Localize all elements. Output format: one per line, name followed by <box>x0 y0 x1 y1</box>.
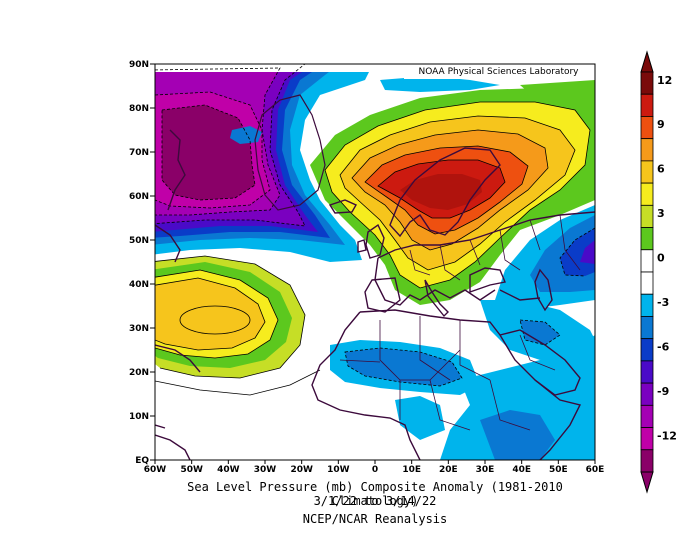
lon-tick-label: 10W <box>327 465 350 475</box>
colorbar-segment <box>640 204 654 228</box>
lon-tick-label: 60W <box>144 465 167 475</box>
latitude-axis: 90N 80N 70N 60N 50N 40N 30N 20N 10N EQ <box>129 60 155 466</box>
longitude-axis: 60W 50W 40W 30W 20W 10W 0 10E 20E 30E 40E 50E 60E <box>144 460 605 475</box>
colorbar-segment <box>640 316 654 340</box>
negative-contours <box>155 64 595 387</box>
lon-tick-label: 10E <box>402 465 421 475</box>
colorbar-segment <box>640 93 654 117</box>
colorbar-segment <box>640 160 654 184</box>
colorbar-segment <box>640 382 654 406</box>
colorbar-segment <box>640 293 654 317</box>
lon-tick-label: 0 <box>372 465 378 475</box>
lon-tick-label: 30E <box>476 465 495 475</box>
colorbar-bottom-arrow <box>640 471 654 494</box>
caption-title: Sea Level Pressure (mb) Composite Anomal… <box>187 480 563 508</box>
colorbar-label: -9 <box>657 385 669 398</box>
atlantic-high <box>155 256 305 378</box>
colorbar-label: -3 <box>657 296 669 309</box>
lat-tick-label: 10N <box>129 412 149 422</box>
lon-tick-label: 50E <box>549 465 568 475</box>
borders <box>339 214 581 431</box>
lat-tick-label: 70N <box>129 148 149 158</box>
lat-tick-label: 80N <box>129 104 149 114</box>
lon-tick-label: 60E <box>586 465 605 475</box>
lat-tick-label: 40N <box>129 280 149 290</box>
credit-label: NOAA Physical Sciences Laboratory <box>404 65 593 79</box>
lon-tick-label: 20E <box>439 465 458 475</box>
lon-tick-label: 40E <box>512 465 531 475</box>
colorbar-segment <box>640 249 654 273</box>
lat-tick-label: 90N <box>129 60 149 70</box>
lon-tick-label: 30W <box>254 465 277 475</box>
colorbar: 12 9 6 3 0 -3 -6 -9 -12 <box>640 50 677 494</box>
map-field <box>155 64 595 460</box>
lon-tick-label: 50W <box>180 465 203 475</box>
colorbar-segment <box>640 427 654 451</box>
contour-lines <box>155 101 591 396</box>
colorbar-segment <box>640 138 654 162</box>
colorbar-segment <box>640 449 654 473</box>
colorbar-label: 0 <box>657 252 665 265</box>
eastern-low <box>495 205 595 310</box>
caption-dates: 3/1/22 to 3/14/22 <box>313 494 437 508</box>
colorbar-segment <box>640 360 654 384</box>
lat-tick-label: 50N <box>129 236 149 246</box>
lon-tick-label: 40W <box>217 465 240 475</box>
colorbar-label: 6 <box>657 163 665 176</box>
colorbar-label: -6 <box>657 340 670 353</box>
colorbar-segment <box>640 227 654 251</box>
colorbar-label: 12 <box>657 74 672 87</box>
colorbar-label: 3 <box>657 207 665 220</box>
colorbar-segment <box>640 404 654 428</box>
lat-tick-label: 60N <box>129 192 149 202</box>
lat-tick-label: 30N <box>129 324 149 334</box>
lat-tick-label: 20N <box>129 368 149 378</box>
colorbar-segment <box>640 271 654 295</box>
lon-tick-label: 20W <box>290 465 313 475</box>
colorbar-label: -12 <box>657 429 677 442</box>
lat-tick-label: EQ <box>135 456 149 466</box>
colorbar-label: 9 <box>657 118 665 131</box>
colorbar-segment <box>640 182 654 206</box>
colorbar-segment <box>640 116 654 140</box>
caption-source: NCEP/NCAR Reanalysis <box>302 512 448 526</box>
africa-low <box>330 300 595 460</box>
colorbar-top-arrow <box>640 50 654 73</box>
colorbar-segment <box>640 71 654 95</box>
colorbar-segment <box>640 338 654 362</box>
